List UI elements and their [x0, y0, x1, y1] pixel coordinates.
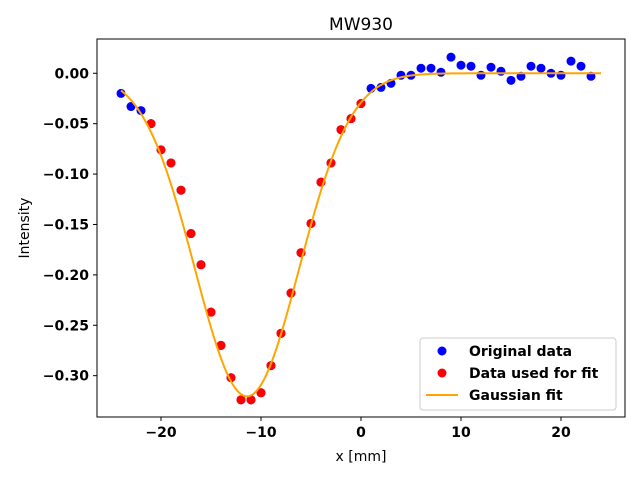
original-data-point: [376, 82, 386, 92]
plot-area: [116, 52, 601, 405]
y-tick-label: −0.30: [43, 369, 90, 385]
legend-frame: [419, 337, 617, 411]
original-data-point: [136, 106, 146, 116]
legend-marker-original: [437, 346, 447, 356]
legend-marker-fit-data: [437, 368, 447, 378]
x-tick-label: −20: [145, 425, 176, 441]
original-data-point: [506, 75, 516, 85]
fit-data-point: [166, 158, 176, 168]
chart-title: MW930: [329, 15, 393, 35]
fit-data-point: [196, 260, 206, 270]
y-tick-label: −0.25: [43, 318, 89, 334]
y-tick-label: −0.15: [43, 217, 89, 233]
original-data-point: [556, 70, 566, 80]
x-axis-label: x [mm]: [336, 449, 387, 465]
fit-data-point: [176, 185, 186, 195]
y-tick-label: 0.00: [54, 66, 89, 82]
original-data-point: [536, 63, 546, 73]
x-tick-label: 10: [451, 425, 471, 441]
legend: Original data Data used for fit Gaussian…: [419, 337, 617, 411]
y-tick-label: −0.05: [43, 117, 89, 133]
original-data-point: [526, 61, 536, 71]
original-data-point: [566, 56, 576, 66]
y-axis: 0.00 −0.05 −0.10 −0.15 −0.20 −0.25 −0.30: [43, 66, 97, 385]
y-tick-label: −0.20: [43, 268, 90, 284]
fit-data-point: [246, 395, 256, 405]
y-axis-label: Intensity: [17, 198, 33, 259]
x-tick-label: −10: [245, 425, 276, 441]
original-data-point: [476, 70, 486, 80]
fit-data-point: [206, 307, 216, 317]
original-data-point: [576, 61, 586, 71]
legend-label-fit-data: Data used for fit: [469, 366, 599, 382]
original-data-point: [496, 66, 506, 76]
fit-data-point: [236, 395, 246, 405]
y-tick-label: −0.10: [43, 167, 90, 183]
legend-label-original: Original data: [469, 344, 572, 360]
original-data-point: [416, 63, 426, 73]
x-axis: −20 −10 0 10 20: [145, 417, 571, 441]
original-data-point: [486, 62, 496, 72]
original-data-point: [446, 52, 456, 62]
fit-data-point: [256, 388, 266, 398]
x-tick-label: 0: [356, 425, 366, 441]
original-data-point: [456, 60, 466, 70]
fit-data-point: [186, 229, 196, 239]
original-data-point: [436, 67, 446, 77]
legend-label-gaussian: Gaussian fit: [469, 388, 563, 404]
gaussian-fit-line: [120, 72, 601, 398]
x-tick-label: 20: [551, 425, 571, 441]
original-data-point: [466, 61, 476, 71]
fit-data-point: [216, 340, 226, 350]
original-data-point: [426, 63, 436, 73]
